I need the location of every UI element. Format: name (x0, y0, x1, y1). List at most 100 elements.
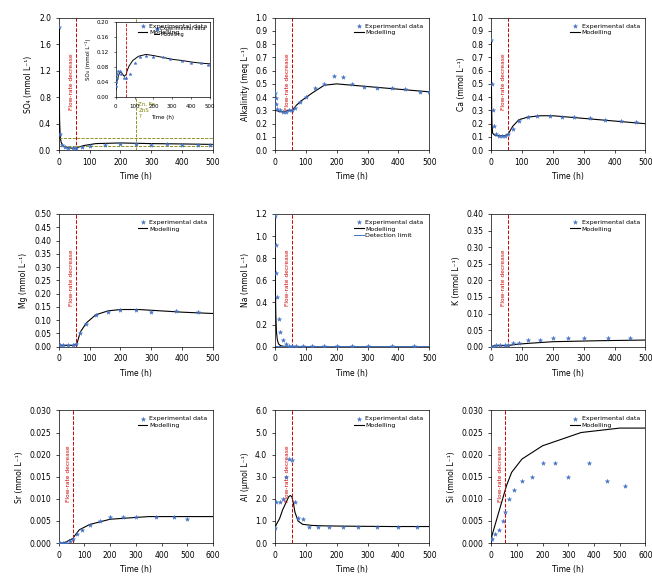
Point (55, 340, 65, 350)
Point (319, 341, 329, 350)
Point (115, 305, 126, 314)
Point (306, 341, 317, 350)
Legend: Experimental data, Modelling: Experimental data, Modelling (351, 20, 426, 37)
Experimental data (205, 140, 215, 150)
Y-axis label: Na (mmol L⁻¹): Na (mmol L⁻¹) (241, 253, 250, 307)
Point (284, 106, 294, 115)
Point (569, 112, 580, 121)
Point (490, 340, 501, 350)
X-axis label: Time (h): Time (h) (120, 369, 152, 378)
Point (105, 512, 115, 522)
Point (584, 459, 594, 468)
Modelling (55, 117, 63, 124)
Modelling (55, 145, 63, 152)
Point (363, 341, 373, 350)
X-axis label: Time (h): Time (h) (120, 172, 152, 182)
Legend: Experimental data, Modelling, Detection limit: Experimental data, Modelling, Detection … (351, 217, 426, 241)
X-axis label: Time (h): Time (h) (336, 172, 368, 182)
Experimental data (63, 143, 73, 152)
X-axis label: Time (h): Time (h) (120, 565, 152, 574)
Text: Flow-rate decrease: Flow-rate decrease (285, 53, 289, 110)
Point (486, 534, 497, 543)
Point (495, 340, 505, 350)
Modelling (56, 134, 64, 141)
Point (486, 342, 497, 352)
Point (280, 107, 291, 116)
Point (631, 118, 642, 127)
Modelling (80, 142, 87, 149)
Experimental data (177, 140, 187, 150)
Point (58, 340, 68, 350)
Point (75, 329, 85, 338)
Point (284, 341, 294, 350)
Point (284, 454, 294, 464)
Legend: Experimental data, Modelling: Experimental data, Modelling (568, 217, 642, 234)
Experimental data (130, 140, 141, 149)
Point (270, 523, 280, 532)
Point (130, 305, 141, 314)
Y-axis label: Alkalinity (meq L⁻¹): Alkalinity (meq L⁻¹) (241, 47, 250, 121)
Point (338, 72, 348, 82)
Point (415, 87, 425, 96)
Point (61, 538, 72, 548)
Line: Modelling: Modelling (59, 27, 213, 149)
Point (277, 107, 288, 116)
Legend: Experimental data, Modelling: Experimental data, Modelling (136, 413, 210, 430)
Point (400, 85, 410, 94)
Point (619, 481, 630, 491)
Point (182, 514, 192, 523)
Point (192, 308, 203, 317)
Point (488, 121, 499, 131)
Point (602, 477, 612, 486)
Legend: Experimental data, Modelling: Experimental data, Modelling (568, 413, 642, 430)
Point (70, 339, 81, 349)
Point (301, 92, 311, 102)
Point (563, 472, 574, 481)
Experimental data (67, 144, 78, 153)
Point (517, 477, 527, 486)
X-axis label: Time (h): Time (h) (336, 565, 368, 574)
Point (500, 507, 511, 517)
Point (532, 111, 542, 120)
Point (103, 308, 113, 317)
Point (488, 106, 498, 115)
Point (323, 523, 334, 532)
Point (387, 341, 398, 350)
Point (347, 79, 357, 89)
Point (487, 79, 497, 89)
Modelling (61, 144, 68, 151)
Modelling (178, 140, 186, 147)
Point (294, 98, 304, 107)
Experimental data (77, 142, 87, 152)
Point (272, 105, 282, 114)
Point (118, 512, 128, 522)
Y-axis label: Ca (mmol L⁻¹): Ca (mmol L⁻¹) (457, 57, 466, 111)
Point (277, 494, 288, 503)
Experimental data (162, 140, 172, 149)
Experimental data (70, 144, 81, 153)
Modelling (55, 93, 63, 100)
Text: Flow-rate decrease: Flow-rate decrease (285, 446, 289, 502)
Y-axis label: Si (mmol L⁻¹): Si (mmol L⁻¹) (447, 451, 456, 502)
Point (488, 342, 498, 352)
Modelling (68, 145, 76, 152)
Point (277, 335, 288, 345)
Point (424, 87, 434, 96)
Point (486, 36, 497, 45)
Point (494, 525, 504, 534)
Point (393, 523, 404, 532)
Point (514, 116, 524, 126)
Point (503, 340, 513, 350)
Point (603, 333, 614, 343)
Point (504, 494, 514, 503)
Point (287, 106, 297, 115)
Legend: Experimental data, Modelling: Experimental data, Modelling (568, 20, 642, 37)
Text: Flow-rate decrease: Flow-rate decrease (285, 249, 289, 306)
Point (297, 341, 308, 350)
Point (171, 306, 181, 315)
Point (353, 523, 363, 532)
Point (82, 319, 92, 329)
Point (270, 211, 280, 221)
Point (271, 498, 282, 507)
X-axis label: Time (h): Time (h) (336, 369, 368, 378)
